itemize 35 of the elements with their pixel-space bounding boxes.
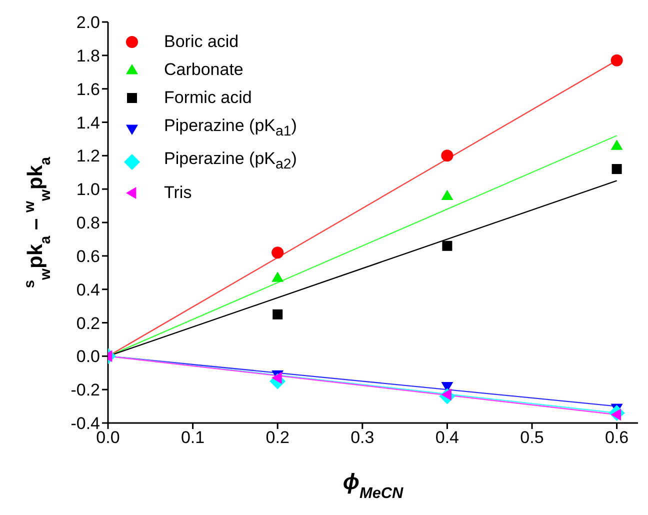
- x-axis-title: ϕ$_{MeCN}$: [342, 469, 404, 502]
- y-tick-label: 0.6: [76, 246, 100, 266]
- point: [441, 150, 454, 162]
- x-tick-label: 0.2: [266, 428, 290, 448]
- point: [610, 140, 623, 150]
- y-tick-label: 2.0: [76, 13, 100, 32]
- y-tick-label: 1.6: [76, 80, 100, 99]
- y-tick-label: 0.2: [76, 314, 100, 333]
- legend-label: Formic acid: [164, 87, 252, 109]
- point: [610, 54, 623, 66]
- x-tick-label: 0.0: [96, 428, 120, 448]
- legend-label: Piperazine (pK$_{a1}$): [164, 115, 297, 142]
- legend-label: Boric acid: [164, 31, 239, 53]
- y-tick-label: 1.2: [76, 146, 100, 166]
- point: [441, 190, 454, 200]
- y-tick-label: 1.8: [76, 46, 100, 66]
- x-tick-label: 0.6: [604, 428, 629, 448]
- point: [272, 272, 284, 282]
- y-tick-label: 0.0: [76, 347, 100, 366]
- legend-label: Tris: [164, 182, 192, 204]
- legend-label: Carbonate: [164, 59, 244, 81]
- y-tick-label: -0.2: [70, 380, 100, 400]
- point: [612, 164, 622, 174]
- legend-label: Piperazine (pK$_{a2}$): [164, 148, 297, 175]
- point: [272, 246, 284, 259]
- point: [442, 240, 452, 251]
- x-tick-label: 0.1: [180, 428, 205, 448]
- y-tick-label: 1.4: [76, 113, 100, 132]
- x-tick-label: 0.4: [435, 428, 460, 448]
- x-tick-label: 0.3: [350, 428, 374, 448]
- x-tick-label: 0.5: [520, 428, 544, 448]
- y-tick-label: 1.0: [76, 180, 100, 200]
- y-tick-label: 0.8: [76, 214, 100, 233]
- point: [272, 309, 283, 320]
- y-tick-label: 0.4: [76, 280, 100, 300]
